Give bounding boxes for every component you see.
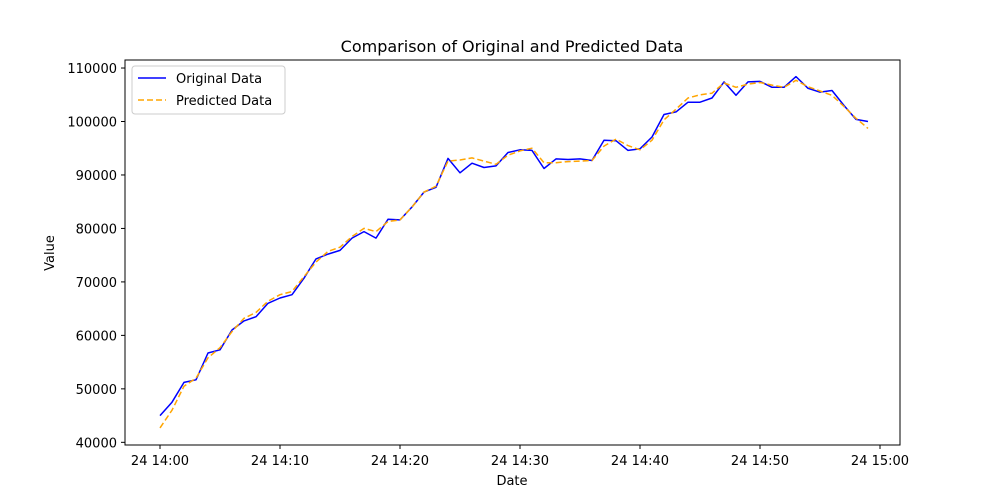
legend-box — [131, 65, 286, 115]
y-tick-label: 80000 — [76, 222, 117, 237]
y-tick-label: 50000 — [76, 383, 117, 398]
series-line-original — [159, 75, 869, 417]
y-tick-label: 70000 — [76, 276, 117, 291]
y-tick-label: 60000 — [76, 329, 117, 344]
x-tick-label: 24 14:30 — [491, 454, 549, 469]
y-axis-label: Value — [43, 235, 58, 271]
series-line-predicted — [159, 79, 869, 429]
x-tick-label: 24 14:50 — [731, 454, 789, 469]
chart-title: Comparison of Original and Predicted Dat… — [341, 37, 684, 56]
y-axis: 40000 50000 60000 70000 80000 90000 100000 1100… — [67, 62, 125, 451]
plot-area — [159, 75, 869, 429]
legend-label: Predicted Data — [176, 94, 272, 109]
x-tick-label: 24 14:20 — [371, 454, 429, 469]
legend-label: Original Data — [176, 72, 262, 87]
legend: Original Data Predicted Data — [131, 65, 286, 115]
x-axis-label: Date — [496, 474, 527, 489]
x-tick-label: 24 14:40 — [611, 454, 669, 469]
x-tick-label: 24 14:00 — [131, 454, 189, 469]
y-tick-label: 90000 — [76, 169, 117, 184]
axes-frame — [124, 59, 901, 446]
x-tick-label: 24 14:10 — [251, 454, 309, 469]
x-tick-label: 24 15:00 — [851, 454, 909, 469]
x-axis: 24 14:00 24 14:10 24 14:20 24 14:30 24 14:40… — [131, 445, 909, 469]
y-tick-label: 110000 — [67, 62, 117, 77]
y-tick-label: 100000 — [67, 115, 117, 130]
y-tick-label: 40000 — [76, 436, 117, 451]
